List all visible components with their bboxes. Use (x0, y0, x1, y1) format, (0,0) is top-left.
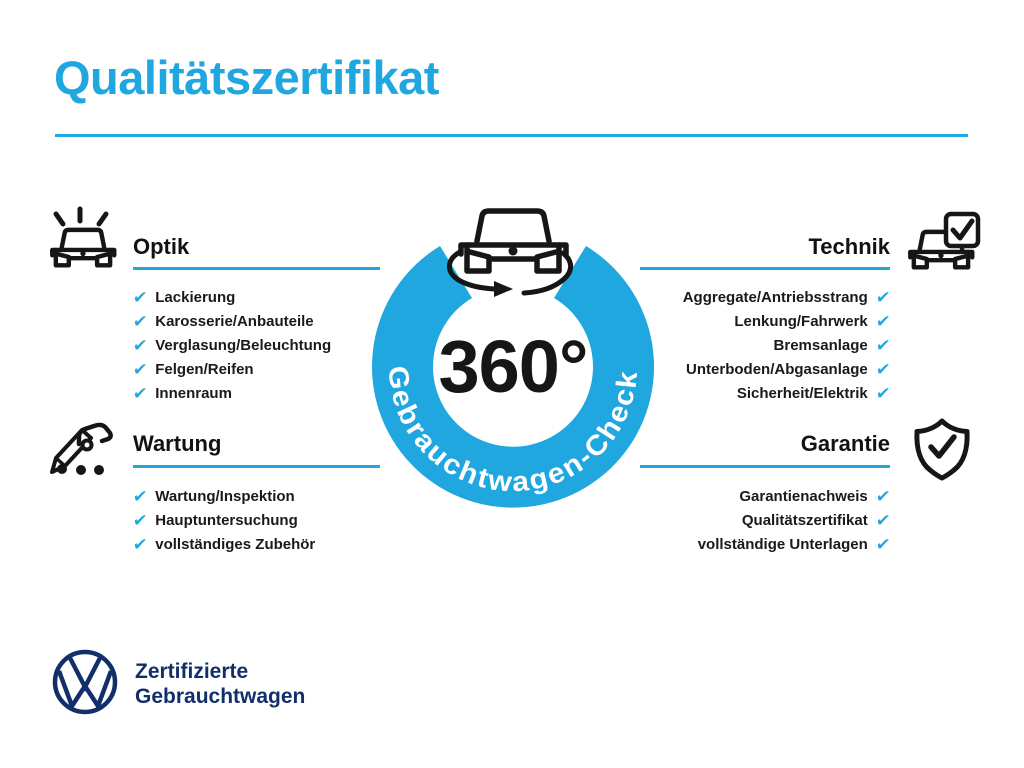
checklist-item-label: Lenkung/Fahrwerk (734, 313, 868, 330)
checklist-item: ✔ Verglasung/Beleuchtung (132, 336, 332, 355)
checklist-item-label: vollständige Unterlagen (697, 536, 868, 553)
degree-label: 360° (438, 325, 587, 408)
checklist-item-label: Verglasung/Beleuchtung (155, 337, 332, 354)
check-icon: ✔ (874, 288, 891, 307)
page-title: Qualitätszertifikat (54, 51, 439, 104)
shiny-car-icon (52, 206, 114, 265)
check-icon: ✔ (874, 336, 891, 355)
check-icon: ✔ (874, 487, 891, 506)
shield-check-icon (914, 418, 970, 481)
checklist-item-label: Felgen/Reifen (155, 361, 254, 378)
checklist-item-label: Sicherheit/Elektrik (736, 385, 868, 402)
check-icon: ✔ (874, 384, 891, 403)
technik-checklist: Aggregate/Antriebsstrang ✔ Lenkung/Fahrw… (560, 288, 891, 403)
optik-checklist: ✔ Lackierung ✔ Karosserie/Anbauteile ✔ V… (132, 288, 332, 403)
checklist-item-label: Aggregate/Antriebsstrang (682, 289, 868, 306)
section-title-optik: Optik (133, 234, 190, 259)
checklist-item: ✔ Hauptuntersuchung (132, 511, 315, 530)
checklist-item: Unterboden/Abgasanlage ✔ (560, 360, 891, 379)
checklist-item-label: vollständiges Zubehör (155, 536, 316, 553)
checklist-item-label: Hauptuntersuchung (155, 512, 298, 529)
wartung-checklist: ✔ Wartung/Inspektion ✔ Hauptuntersuchung… (132, 487, 316, 554)
ring-donut (372, 246, 654, 508)
check-icon: ✔ (132, 360, 149, 379)
section-title-wartung: Wartung (133, 431, 222, 456)
check-icon: ✔ (874, 312, 891, 331)
section-underline-technik (640, 267, 890, 270)
checklist-item: Sicherheit/Elektrik ✔ (560, 384, 891, 403)
checklist-item: ✔ Innenraum (132, 384, 331, 403)
rotating-car-icon (461, 211, 566, 271)
garantie-checklist: Garantienachweis ✔ Qualitätszertifikat ✔… (560, 487, 891, 554)
pencil-checklist-car-icon (50, 422, 113, 475)
checklist-item: vollständige Unterlagen ✔ (560, 535, 891, 554)
section-underline-wartung (133, 465, 380, 468)
checklist-item-label: Karosserie/Anbauteile (155, 313, 314, 330)
checklist-item: ✔ vollständiges Zubehör (132, 535, 316, 554)
checklist-item: ✔ Felgen/Reifen (132, 360, 331, 379)
checklist-item: Bremsanlage ✔ (560, 336, 891, 355)
checklist-item-label: Bremsanlage (773, 337, 868, 354)
check-icon: ✔ (132, 487, 149, 506)
checklist-item: ✔ Karosserie/Anbauteile (132, 312, 331, 331)
check-icon: ✔ (132, 511, 149, 530)
checklist-item-label: Garantienachweis (739, 488, 868, 505)
check-icon: ✔ (132, 384, 149, 403)
check-icon: ✔ (132, 312, 149, 331)
checklist-item: Aggregate/Antriebsstrang ✔ (560, 288, 891, 307)
brand-text: Zertifizierte Gebrauchtwagen (135, 659, 305, 709)
checklist-item-label: Qualitätszertifikat (741, 512, 868, 529)
checklist-item: Qualitätszertifikat ✔ (560, 511, 891, 530)
brand-line-2: Gebrauchtwagen (135, 685, 306, 708)
section-title-technik: Technik (808, 234, 890, 259)
car-with-checkbox-icon (910, 211, 981, 267)
checklist-item: ✔ Lackierung (132, 288, 331, 307)
checklist-item-label: Lackierung (155, 289, 236, 306)
title-divider (55, 134, 968, 137)
check-icon: ✔ (132, 336, 149, 355)
check-icon: ✔ (132, 535, 149, 554)
vw-logo-icon (52, 649, 118, 715)
section-underline-garantie (640, 465, 890, 468)
center-badge: Gebrauchtwagen-Check 360° (372, 211, 654, 508)
check-icon: ✔ (132, 288, 149, 307)
check-icon: ✔ (874, 511, 891, 530)
check-icon: ✔ (874, 360, 891, 379)
section-title-garantie: Garantie (800, 431, 890, 456)
checklist-item: Garantienachweis ✔ (560, 487, 891, 506)
checklist-item: Lenkung/Fahrwerk ✔ (560, 312, 891, 331)
checklist-item-label: Unterboden/Abgasanlage (686, 361, 868, 378)
checklist-item-label: Wartung/Inspektion (155, 488, 295, 505)
checklist-item-label: Innenraum (155, 385, 232, 402)
checklist-item: ✔ Wartung/Inspektion (132, 487, 315, 506)
rotation-arrow-icon (447, 249, 574, 297)
check-icon: ✔ (874, 535, 891, 554)
section-underline-optik (133, 267, 380, 270)
brand-line-1: Zertifizierte (135, 660, 249, 683)
